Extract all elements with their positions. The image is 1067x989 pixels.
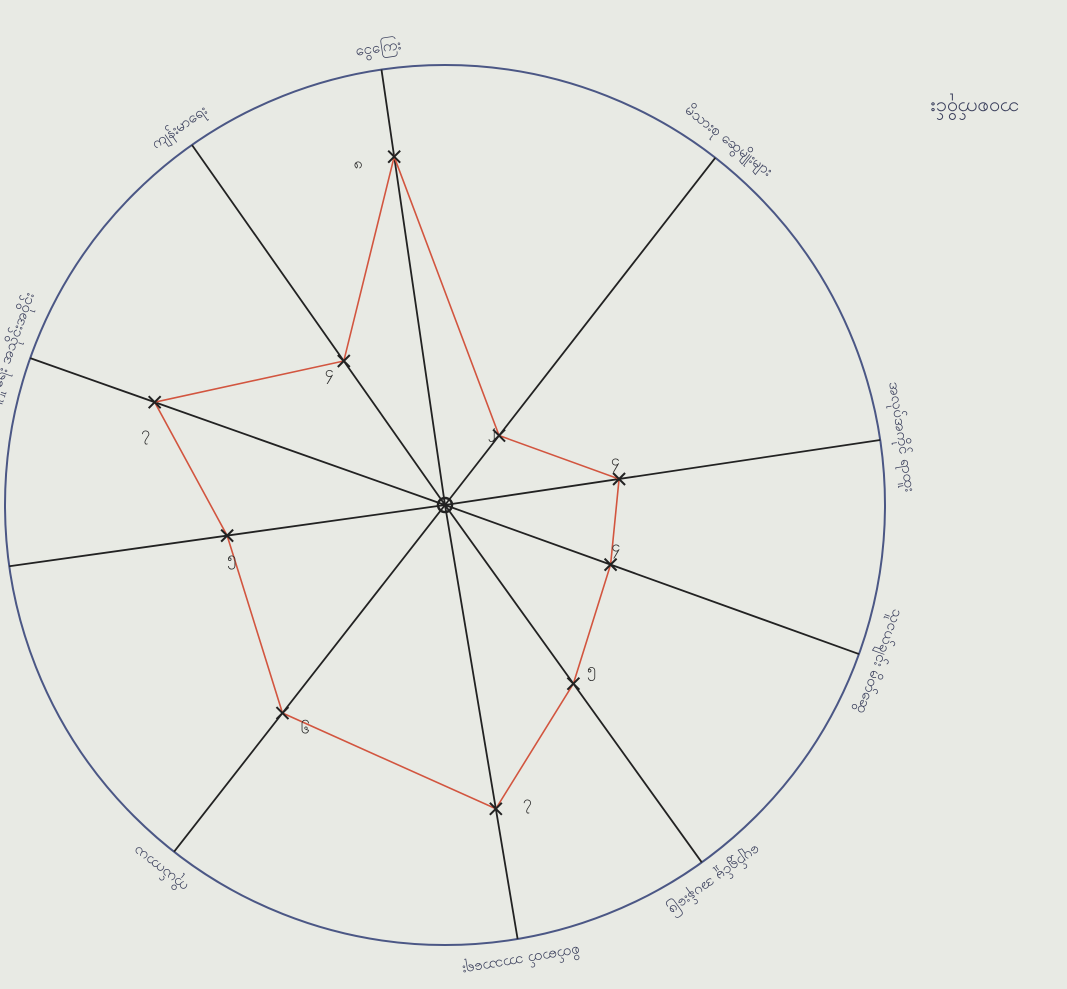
value-label: ၆ [301, 718, 310, 737]
value-label: ၇ [141, 423, 150, 445]
page: ဘဝစက်ဝိုင်း ငွေကြေးမိသားစု ဆွေမျိုးများအ… [0, 0, 1067, 989]
value-label: ၅ [227, 548, 236, 570]
value-label: ၈ [353, 153, 362, 172]
value-label: ၄ [611, 536, 620, 558]
chart-title: ဘဝစက်ဝိုင်း [931, 94, 1020, 122]
value-label: ၇ [523, 791, 532, 813]
value-label: ၅ [587, 659, 596, 681]
value-label: ၄ [611, 450, 620, 472]
value-label: ၂ [488, 420, 496, 442]
chart: ဘဝစက်ဝိုင်း ငွေကြေးမိသားစု ဆွေမျိုးများအ… [0, 0, 1067, 989]
value-label: ၄ [325, 362, 334, 384]
